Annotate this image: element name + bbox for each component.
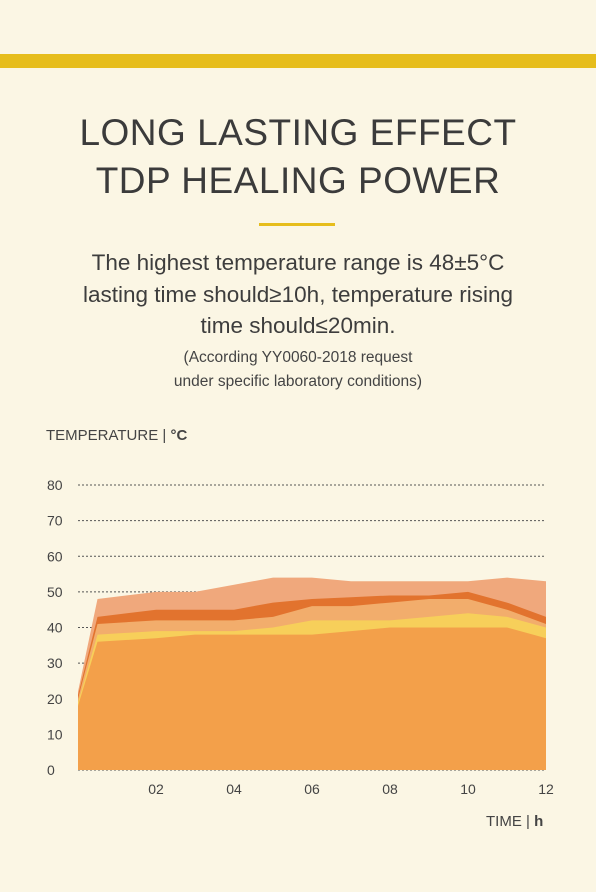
y-tick-labels: 0 10 20 30 40 50 60 70 80 — [47, 477, 63, 778]
note-line-2: under specific laboratory conditions) — [173, 373, 423, 390]
y-tick-label: 80 — [47, 477, 63, 493]
description-line-3: time should≤20min. — [200, 313, 396, 338]
y-tick-label: 20 — [47, 691, 63, 707]
x-tick-labels: 02 04 06 08 10 12 — [148, 781, 554, 797]
headline-line-1: LONG LASTING EFFECT — [79, 112, 517, 153]
x-tick-label: 02 — [148, 781, 164, 797]
y-tick-label: 60 — [47, 548, 63, 564]
headline-line-2: TDP HEALING POWER — [95, 160, 501, 201]
x-tick-label: 06 — [304, 781, 320, 797]
x-tick-label: 10 — [460, 781, 476, 797]
y-axis-unit: °C — [170, 427, 188, 444]
x-axis-unit: h — [534, 813, 544, 830]
y-tick-label: 50 — [47, 584, 63, 600]
y-tick-label: 40 — [47, 620, 63, 636]
x-axis-label: TIME | h — [486, 813, 543, 830]
title-divider — [259, 223, 335, 226]
description-line-2: lasting time should≥10h, temperature ris… — [82, 282, 514, 307]
chart-areas — [78, 577, 546, 770]
y-tick-label: 10 — [47, 726, 63, 742]
y-tick-label: 70 — [47, 513, 63, 529]
x-axis-label-text: TIME | — [486, 813, 535, 830]
x-tick-label: 08 — [382, 781, 398, 797]
y-tick-label: 30 — [47, 655, 63, 671]
y-axis-label: TEMPERATURE | °C — [46, 427, 187, 444]
note-line-1: (According YY0060-2018 request — [183, 349, 413, 366]
top-accent-bar — [0, 54, 596, 68]
area-series-5 — [78, 627, 546, 770]
y-axis-label-text: TEMPERATURE | — [46, 427, 171, 444]
y-tick-label: 0 — [47, 762, 55, 778]
x-tick-label: 04 — [226, 781, 242, 797]
description-line-1: The highest temperature range is 48±5°C — [91, 250, 505, 275]
x-tick-label: 12 — [538, 781, 554, 797]
temperature-chart: 0 10 20 30 40 50 60 70 80 02 04 06 08 10 12 — [47, 477, 554, 797]
